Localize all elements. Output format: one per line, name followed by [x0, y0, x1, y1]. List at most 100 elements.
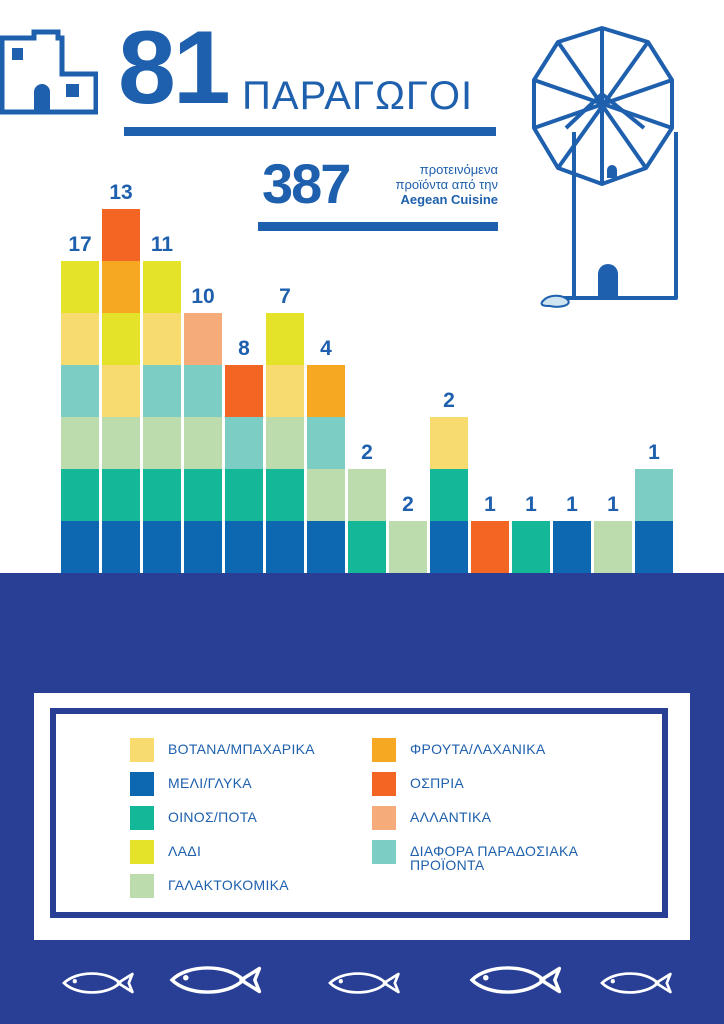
stacked-bar-chart: 17ΣΥΡΟΣ13ΝΑΞΟΣ11ΠΑΡΟΣ10ΤΗΝΟΣ8ΣΑΝΤΟΡΙΝΗ7Α… [49, 181, 673, 620]
bar-value-label: 1 [607, 493, 619, 516]
bar-segment [225, 469, 263, 521]
bar-segment [430, 469, 468, 521]
bar-segment [307, 469, 345, 521]
bar-10 [471, 521, 509, 573]
legend-swatch [130, 772, 154, 796]
bar-segment [61, 313, 99, 365]
bar-9 [430, 417, 468, 573]
bar-segment [594, 521, 632, 573]
bar-value-label: 1 [566, 493, 578, 516]
bar-segment [348, 521, 386, 573]
bar-segment [61, 521, 99, 573]
bar-segment [61, 469, 99, 521]
bar-1 [102, 209, 140, 573]
legend-swatch [130, 806, 154, 830]
legend-label: ΟΣΠΡΙΑ [410, 775, 465, 791]
bar-segment [225, 365, 263, 417]
bar-segment [471, 521, 509, 573]
legend-swatch [130, 840, 154, 864]
legend-label: ΜΕΛΙ/ΓΛΥΚΑ [168, 775, 252, 791]
legend-swatch [372, 840, 396, 864]
bar-3 [184, 313, 222, 573]
bar-segment [184, 365, 222, 417]
fish-icon [469, 966, 562, 994]
bar-segment [143, 261, 181, 313]
legend-item-traditional: ΔΙΑΦΟΡΑ ΠΑΡΑΔΟΣΙΑΚΑ ΠΡΟΪΟΝΤΑ [372, 840, 630, 872]
bar-segment [61, 261, 99, 313]
bar-segment [184, 417, 222, 469]
bar-segment [184, 313, 222, 365]
fish-icon [600, 972, 672, 994]
legend-item-legumes: ΟΣΠΡΙΑ [372, 772, 464, 796]
bar-segment [143, 313, 181, 365]
fish-decoration [62, 966, 672, 994]
bar-segment [553, 521, 591, 573]
legend-swatch [372, 806, 396, 830]
bar-value-label: 1 [525, 493, 537, 516]
bar-segment [348, 469, 386, 521]
legend-item-herbs: ΒΟΤΑΝΑ/ΜΠΑΧΑΡΙΚΑ [130, 738, 315, 762]
bar-segment [61, 417, 99, 469]
bar-segment [266, 521, 304, 573]
bar-segment [225, 521, 263, 573]
bar-segment [512, 521, 550, 573]
bar-value-label: 1 [648, 441, 660, 464]
bar-segment [635, 521, 673, 573]
bar-value-label: 4 [320, 337, 332, 360]
bar-segment [307, 521, 345, 573]
bar-segment [143, 469, 181, 521]
bar-segment [102, 261, 140, 313]
bar-value-label: 2 [443, 389, 455, 412]
legend-item-dairy: ΓΑΛΑΚΤΟΚΟΜΙΚΑ [130, 874, 289, 898]
subheader-rule [258, 222, 498, 231]
bar-value-label: 2 [402, 493, 414, 516]
bar-2 [143, 261, 181, 573]
fish-icon [328, 972, 400, 994]
product-caption-line: προϊόντα από την [395, 177, 498, 192]
bar-value-label: 11 [151, 233, 174, 256]
bar-value-label: 8 [238, 337, 250, 360]
house-icon [0, 29, 98, 115]
bar-value-label: 13 [109, 181, 132, 204]
bar-segment [266, 365, 304, 417]
bar-segment [102, 313, 140, 365]
bar-segment [307, 365, 345, 417]
bar-0 [61, 261, 99, 573]
legend-swatch [372, 772, 396, 796]
product-count: 387 [262, 152, 351, 215]
bar-13 [594, 521, 632, 573]
legend-item-oil: ΛΑΔΙ [130, 840, 201, 864]
bar-segment [266, 313, 304, 365]
product-caption-brand: Aegean Cuisine [400, 192, 498, 207]
legend-item-fruit: ΦΡΟΥΤΑ/ΛΑΧΑΝΙΚΑ [372, 738, 546, 762]
legend-label: ΔΙΑΦΟΡΑ ΠΑΡΑΔΟΣΙΑΚΑ ΠΡΟΪΟΝΤΑ [410, 843, 578, 873]
producer-count: 81 [118, 10, 231, 126]
bar-segment [102, 209, 140, 261]
legend-swatch [130, 738, 154, 762]
bar-4 [225, 365, 263, 573]
windmill-icon [532, 26, 678, 308]
legend-swatch [372, 738, 396, 762]
bar-11 [512, 521, 550, 573]
bar-7 [348, 469, 386, 573]
bar-segment [225, 417, 263, 469]
bar-segment [266, 417, 304, 469]
bar-segment [635, 469, 673, 521]
bar-14 [635, 469, 673, 573]
bar-value-label: 7 [279, 285, 291, 308]
legend-item-cured_meats: ΑΛΛΑΝΤΙΚΑ [372, 806, 491, 830]
header-rule [124, 127, 496, 136]
fish-icon [62, 972, 134, 994]
bar-segment [102, 365, 140, 417]
bar-segment [389, 521, 427, 573]
bar-segment [143, 365, 181, 417]
legend-label: ΑΛΛΑΝΤΙΚΑ [410, 809, 492, 825]
legend-item-honey: ΜΕΛΙ/ΓΛΥΚΑ [130, 772, 252, 796]
bar-segment [102, 417, 140, 469]
bar-value-label: 2 [361, 441, 373, 464]
bar-segment [102, 521, 140, 573]
bar-segment [430, 521, 468, 573]
legend-label: ΟΙΝΟΣ/ΠΟΤΑ [168, 809, 258, 825]
legend-label: ΦΡΟΥΤΑ/ΛΑΧΑΝΙΚΑ [410, 741, 546, 757]
product-caption: προτεινόμενα προϊόντα από την Aegean Cui… [364, 162, 498, 207]
